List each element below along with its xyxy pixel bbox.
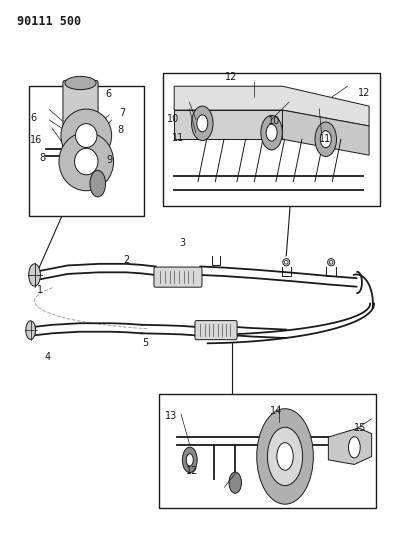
Ellipse shape (186, 454, 193, 466)
Bar (163, 73, 380, 206)
Text: 90111 500: 90111 500 (17, 14, 81, 28)
Text: 8: 8 (118, 125, 123, 135)
Text: 5: 5 (143, 338, 149, 349)
Text: 11: 11 (319, 134, 331, 144)
Text: 6: 6 (30, 113, 37, 123)
FancyBboxPatch shape (195, 320, 237, 340)
Ellipse shape (266, 124, 277, 141)
Ellipse shape (61, 109, 112, 162)
Text: 6: 6 (106, 89, 112, 99)
Ellipse shape (261, 115, 282, 150)
Ellipse shape (197, 115, 208, 132)
Ellipse shape (229, 472, 241, 493)
Ellipse shape (90, 171, 106, 197)
Text: 9: 9 (107, 156, 113, 165)
Ellipse shape (277, 443, 293, 470)
Text: 15: 15 (354, 423, 367, 433)
Ellipse shape (75, 124, 97, 148)
Polygon shape (283, 110, 369, 155)
Polygon shape (174, 110, 283, 139)
Text: 12: 12 (358, 87, 371, 98)
Text: 4: 4 (44, 352, 50, 361)
Ellipse shape (349, 437, 360, 458)
Text: 12: 12 (226, 71, 238, 82)
Ellipse shape (315, 122, 336, 157)
Text: 7: 7 (119, 108, 125, 118)
Text: 13: 13 (165, 411, 177, 421)
Ellipse shape (59, 132, 114, 191)
Text: 14: 14 (270, 406, 283, 416)
Ellipse shape (191, 106, 213, 141)
Ellipse shape (283, 259, 290, 266)
Ellipse shape (29, 264, 40, 286)
Text: 10: 10 (167, 114, 179, 124)
Text: 3: 3 (180, 238, 186, 248)
Text: 8: 8 (39, 153, 46, 163)
Ellipse shape (75, 148, 98, 175)
Bar (160, 394, 376, 508)
Ellipse shape (329, 261, 333, 264)
Text: 1: 1 (37, 285, 44, 295)
Polygon shape (329, 428, 372, 464)
Text: 10: 10 (268, 116, 281, 126)
Text: 2: 2 (123, 255, 129, 264)
Ellipse shape (268, 427, 303, 486)
Ellipse shape (285, 261, 288, 264)
Ellipse shape (328, 259, 334, 266)
FancyBboxPatch shape (63, 80, 98, 149)
Text: 11: 11 (172, 133, 184, 143)
Bar (29, 86, 144, 216)
Text: 12: 12 (186, 466, 199, 475)
Ellipse shape (182, 447, 197, 473)
Ellipse shape (320, 131, 331, 148)
Ellipse shape (257, 409, 313, 504)
Ellipse shape (65, 76, 96, 90)
Ellipse shape (26, 321, 35, 340)
Polygon shape (174, 86, 369, 126)
FancyBboxPatch shape (154, 267, 202, 287)
Text: 16: 16 (30, 135, 42, 146)
